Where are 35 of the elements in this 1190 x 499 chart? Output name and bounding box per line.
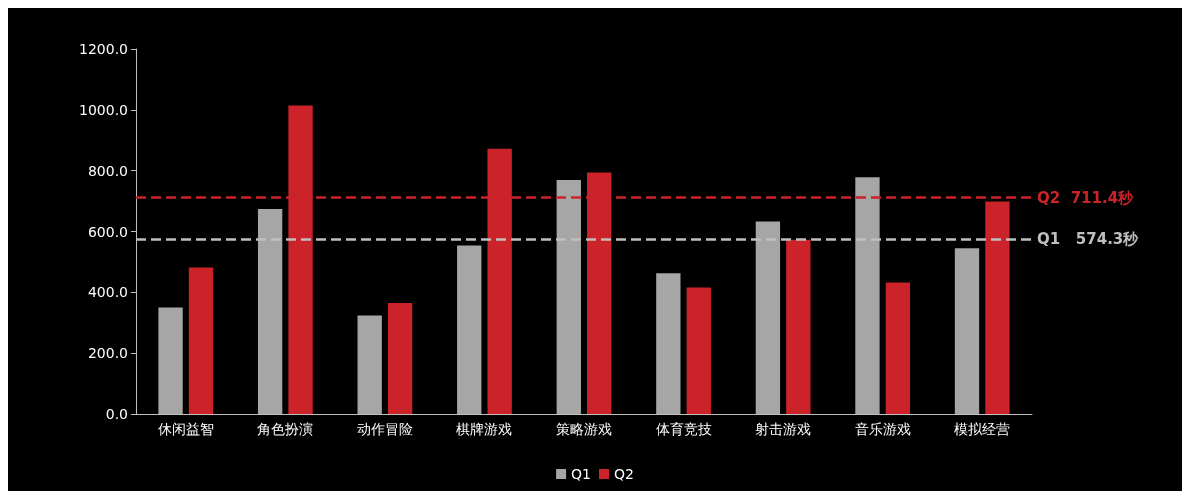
bar [158,307,183,414]
y-tick-label: 200.0 [87,345,128,362]
bar [257,208,283,414]
y-tick-label: 0.0 [105,406,128,422]
y-tick-label: 400.0 [87,284,128,301]
legend-label: Q2 [614,466,634,482]
ref-line-label: Q2 711.4秒 [1037,188,1135,207]
y-tick-label: 1200.0 [79,41,128,57]
bar [686,287,711,414]
bar [457,245,482,414]
x-tick-label: 动作冒险 [356,421,413,437]
y-tick-label: 800.0 [87,162,128,179]
bar [188,267,214,414]
bar [556,180,581,414]
bar [755,221,781,414]
legend-label: Q1 [571,466,592,482]
bar [387,302,413,414]
x-tick-label: 休闲益智 [157,421,214,437]
bar [954,248,980,414]
x-tick-label: 体育竞技 [655,421,712,437]
y-tick-label: 1000.0 [79,101,128,118]
y-tick-label: 600.0 [87,223,128,240]
bar [985,201,1010,414]
x-tick-label: 角色扮演 [257,421,314,437]
bar [656,273,681,414]
x-tick-label: 棋牌游戏 [456,421,513,437]
x-tick-label: 射击游戏 [755,421,812,437]
ref-line-label: Q1 574.3秒 [1037,230,1140,249]
x-tick-label: 模拟经营 [954,421,1011,437]
bar [855,177,880,414]
bar [357,315,382,414]
x-tick-label: 音乐游戏 [854,421,911,437]
bar [885,282,911,414]
bar [786,239,811,414]
x-tick-label: 策略游戏 [556,421,612,437]
